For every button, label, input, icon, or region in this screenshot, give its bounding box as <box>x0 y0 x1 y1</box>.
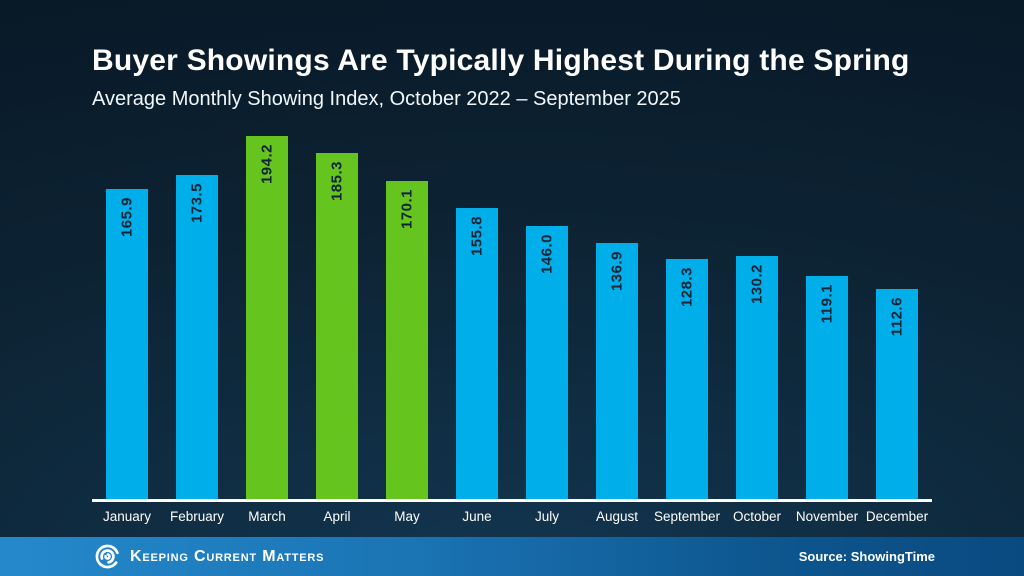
bar-column-january: 165.9 <box>92 189 162 499</box>
bar-september: 128.3 <box>666 259 708 499</box>
category-label-september: September <box>653 509 721 524</box>
bar-december: 112.6 <box>876 289 918 499</box>
bar-october: 130.2 <box>736 256 778 499</box>
bar-value-label: 119.1 <box>818 284 836 324</box>
category-label-april: April <box>323 509 351 524</box>
category-axis: January February March April May June July Augu… <box>92 509 932 524</box>
category-label-december: December <box>865 509 929 524</box>
bar-column-may: 170.1 <box>372 181 442 499</box>
bar-chart: 165.9 173.5 194.2 185.3 170.1 155.8 146.0 136.9… <box>92 136 932 524</box>
bar-may: 170.1 <box>386 181 428 499</box>
bar-june: 155.8 <box>456 208 498 499</box>
category-label-january: January <box>102 509 152 524</box>
bar-january: 165.9 <box>106 189 148 499</box>
bar-november: 119.1 <box>806 276 848 499</box>
category-label-july: July <box>534 509 559 524</box>
bar-value-label: 165.9 <box>118 197 136 238</box>
category-label-august: August <box>595 509 639 524</box>
plot-area: 165.9 173.5 194.2 185.3 170.1 155.8 146.0 136.9… <box>92 136 932 502</box>
kcm-swirl-icon <box>95 544 120 569</box>
bar-july: 146.0 <box>526 226 568 499</box>
bar-column-september: 128.3 <box>652 259 722 499</box>
bar-value-label: 146.0 <box>538 234 556 275</box>
brand-name: Keeping Current Matters <box>130 547 325 565</box>
footer-bar: Keeping Current Matters Source: ShowingT… <box>0 537 1024 576</box>
bar-column-november: 119.1 <box>792 276 862 499</box>
bar-value-label: 128.3 <box>678 267 696 308</box>
bar-column-june: 155.8 <box>442 208 512 499</box>
bar-value-label: 155.8 <box>468 216 486 257</box>
bar-value-label: 130.2 <box>748 264 766 305</box>
bar-column-april: 185.3 <box>302 153 372 499</box>
category-label-november: November <box>795 509 859 524</box>
bar-august: 136.9 <box>596 243 638 499</box>
bar-value-label: 170.1 <box>398 189 416 230</box>
bar-column-february: 173.5 <box>162 175 232 499</box>
bar-column-march: 194.2 <box>232 136 302 499</box>
bar-value-label: 136.9 <box>608 251 626 292</box>
category-label-october: October <box>732 509 782 524</box>
category-label-february: February <box>169 509 225 524</box>
bar-value-label: 185.3 <box>328 161 346 202</box>
brand-logo: Keeping Current Matters <box>94 537 324 576</box>
bar-february: 173.5 <box>176 175 218 499</box>
bar-column-december: 112.6 <box>862 289 932 499</box>
bar-march: 194.2 <box>246 136 288 499</box>
chart-subtitle: Average Monthly Showing Index, October 2… <box>92 88 681 110</box>
bar-column-august: 136.9 <box>582 243 652 499</box>
bar-value-label: 194.2 <box>258 144 276 185</box>
bar-column-october: 130.2 <box>722 256 792 499</box>
chart-title: Buyer Showings Are Typically Highest Dur… <box>92 44 910 77</box>
category-label-june: June <box>462 509 492 524</box>
bar-column-july: 146.0 <box>512 226 582 499</box>
category-label-may: May <box>394 509 420 524</box>
source-credit: Source: ShowingTime <box>798 549 935 564</box>
bar-april: 185.3 <box>316 153 358 499</box>
bar-value-label: 173.5 <box>188 183 206 224</box>
bar-value-label: 112.6 <box>888 297 906 337</box>
category-label-march: March <box>248 509 286 524</box>
